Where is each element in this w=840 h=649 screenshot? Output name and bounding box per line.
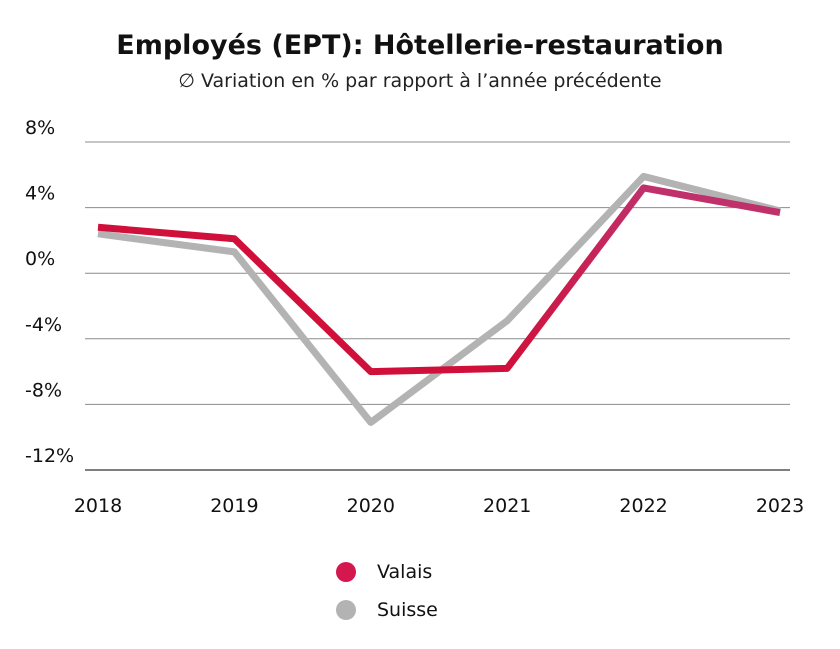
x-tick-label: 2022 — [619, 495, 667, 517]
legend-label-valais: Valais — [377, 561, 433, 583]
x-tick-label: 2019 — [210, 495, 258, 517]
legend-label-suisse: Suisse — [377, 599, 438, 621]
y-tick-label: 4% — [25, 183, 55, 205]
x-tick-label: 2021 — [483, 495, 531, 517]
chart-title: Employés (EPT): Hôtellerie-restauration — [116, 30, 724, 61]
legend-item-valais: Valais — [336, 553, 438, 591]
legend: Valais Suisse — [336, 553, 438, 629]
legend-swatch-valais — [336, 562, 356, 582]
x-tick-label: 2020 — [347, 495, 395, 517]
y-tick-label: -4% — [25, 314, 62, 336]
legend-swatch-suisse — [336, 600, 356, 620]
x-tick-label: 2018 — [74, 495, 122, 517]
y-tick-label: 0% — [25, 248, 55, 270]
y-tick-label: 8% — [25, 117, 55, 139]
series-line-suisse — [97, 172, 781, 426]
series-line-valais — [97, 184, 781, 376]
y-tick-label: -12% — [25, 445, 74, 467]
legend-item-suisse: Suisse — [336, 591, 438, 629]
chart-subtitle: ∅ Variation en % par rapport à l’année p… — [178, 70, 662, 92]
x-tick-label: 2023 — [756, 495, 804, 517]
y-tick-label: -8% — [25, 379, 62, 401]
